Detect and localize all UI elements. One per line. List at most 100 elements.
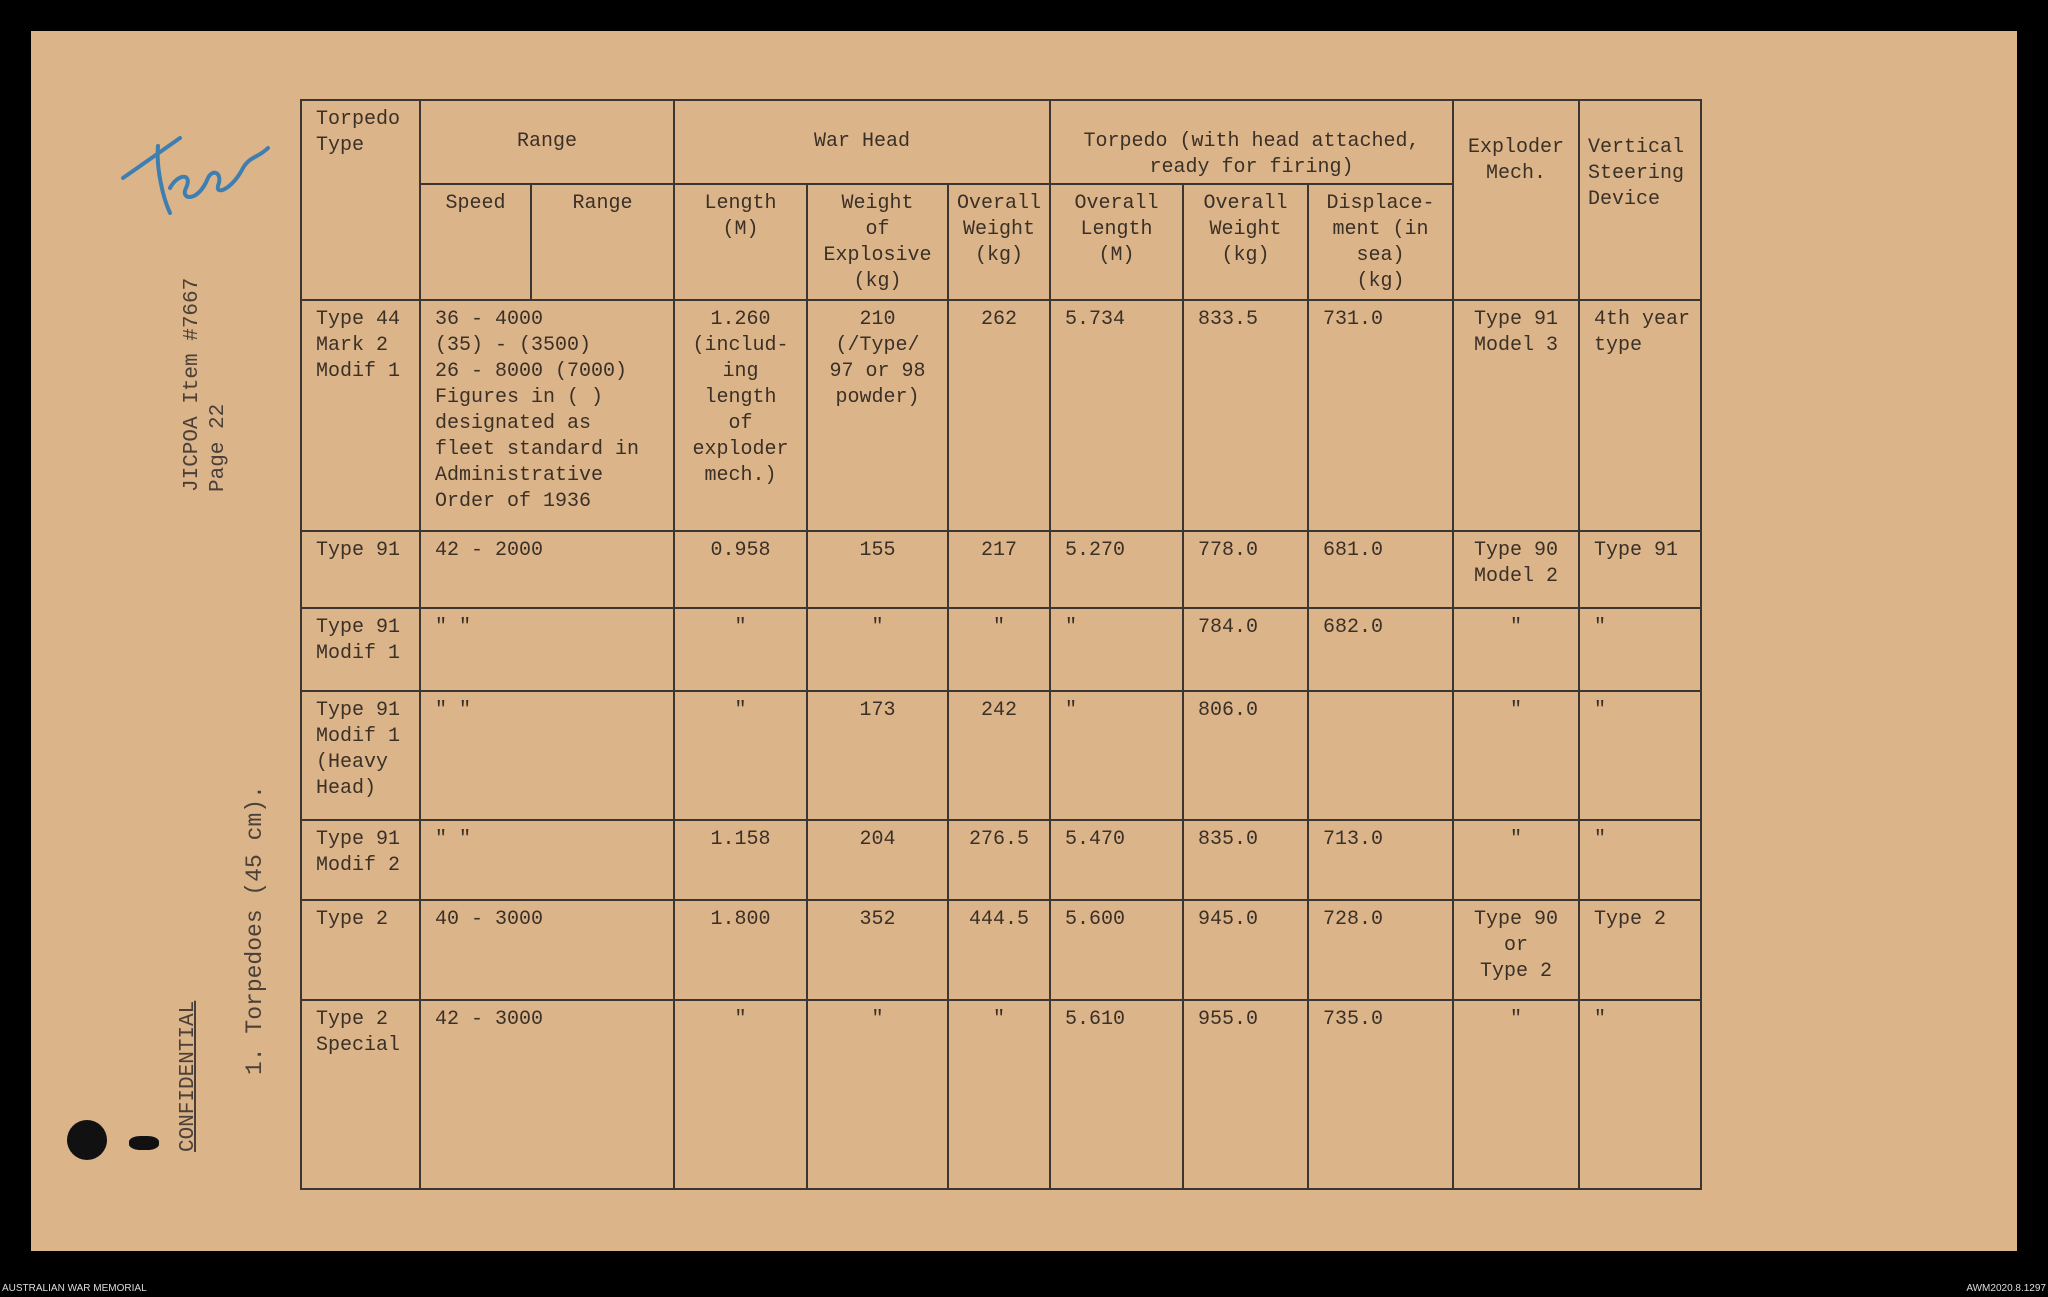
- cell-warhead-length: ": [673, 690, 808, 821]
- section-title: 1. Torpedoes (45 cm).: [242, 785, 268, 1075]
- punch-hole-torn: [129, 1136, 159, 1150]
- cell-steering: ": [1578, 607, 1702, 692]
- header-war-head: War Head: [673, 99, 1051, 185]
- header-steering-device: Vertical Steering Device: [1578, 99, 1702, 301]
- cell-range: " ": [419, 690, 675, 821]
- classification-label: CONFIDENTIAL: [177, 1000, 200, 1152]
- cell-type: Type 2 Special: [300, 999, 421, 1190]
- cell-overall-weight: 945.0: [1182, 899, 1309, 1001]
- cell-type: Type 91 Modif 1: [300, 607, 421, 692]
- table-row: Type 91 Modif 1 " " " " " " 784.0 682.0 " ": [300, 607, 1702, 692]
- subheader-displacement: Displace- ment (in sea) (kg): [1307, 183, 1454, 301]
- cell-warhead-weight: 276.5: [947, 819, 1051, 901]
- cell-exploder: Type 91 Model 3: [1452, 299, 1580, 532]
- cell-explosive-weight: 352: [806, 899, 949, 1001]
- group-header-row: Torpedo Type Range War Head Torpedo (wit…: [300, 99, 1702, 301]
- cell-overall-weight: 778.0: [1182, 530, 1309, 609]
- cell-overall-length: ": [1049, 607, 1184, 692]
- cell-range: " ": [419, 607, 675, 692]
- footer-left: AUSTRALIAN WAR MEMORIAL: [2, 1283, 147, 1294]
- table-row: Type 44 Mark 2 Modif 1 36 - 4000 (35) - (…: [300, 299, 1702, 532]
- cell-warhead-length: 1.158: [673, 819, 808, 901]
- cell-range: 42 - 3000: [419, 999, 675, 1190]
- header-exploder-mech: Exploder Mech.: [1452, 99, 1580, 301]
- cell-overall-weight: 955.0: [1182, 999, 1309, 1190]
- cell-displacement: 713.0: [1307, 819, 1454, 901]
- cell-displacement: 682.0: [1307, 607, 1454, 692]
- cell-range: 40 - 3000: [419, 899, 675, 1001]
- cell-warhead-weight: 217: [947, 530, 1051, 609]
- reference-label: JICPOA Item #7667 Page 22: [181, 277, 230, 492]
- subheader-overall-length: Overall Length (M): [1049, 183, 1184, 301]
- cell-explosive-weight: ": [806, 607, 949, 692]
- cell-displacement: 728.0: [1307, 899, 1454, 1001]
- subheader-warhead-weight: Overall Weight (kg): [947, 183, 1051, 301]
- table-row: Type 2 Special 42 - 3000 " " " 5.610 955.0 735.…: [300, 999, 1702, 1190]
- cell-warhead-weight: ": [947, 999, 1051, 1190]
- cell-warhead-weight: 444.5: [947, 899, 1051, 1001]
- table-row: Type 2 40 - 3000 1.800 352 444.5 5.600 945.0 72…: [300, 899, 1702, 1001]
- cell-type: Type 91 Modif 2: [300, 819, 421, 901]
- cell-steering: ": [1578, 690, 1702, 821]
- cell-type: Type 91 Modif 1 (Heavy Head): [300, 690, 421, 821]
- footer-right: AWM2020.8.1297: [1966, 1283, 2046, 1294]
- cell-exploder: ": [1452, 819, 1580, 901]
- cell-warhead-length: 0.958: [673, 530, 808, 609]
- table-row: Type 91 Modif 2 " " 1.158 204 276.5 5.470 835.…: [300, 819, 1702, 901]
- header-torpedo-type: Torpedo Type: [300, 99, 421, 301]
- subheader-explosive-weight: Weight of Explosive (kg): [806, 183, 949, 301]
- cell-explosive-weight: 155: [806, 530, 949, 609]
- subheader-length: Length (M): [673, 183, 808, 301]
- cell-exploder: Type 90 Model 2: [1452, 530, 1580, 609]
- header-range: Range: [419, 99, 675, 185]
- cell-overall-length: 5.610: [1049, 999, 1184, 1190]
- cell-displacement: 735.0: [1307, 999, 1454, 1190]
- cell-overall-length: 5.734: [1049, 299, 1184, 532]
- cell-warhead-length: ": [673, 999, 808, 1190]
- cell-displacement: 731.0: [1307, 299, 1454, 532]
- cell-overall-weight: 784.0: [1182, 607, 1309, 692]
- cell-explosive-weight: ": [806, 999, 949, 1190]
- subheader-overall-weight: Overall Weight (kg): [1182, 183, 1309, 301]
- table-row: Type 91 42 - 2000 0.958 155 217 5.270 778.0 681…: [300, 530, 1702, 609]
- cell-warhead-length: ": [673, 607, 808, 692]
- cell-overall-length: 5.470: [1049, 819, 1184, 901]
- cell-type: Type 91: [300, 530, 421, 609]
- cell-exploder: ": [1452, 999, 1580, 1190]
- sub-header-row: Speed Range Length (M) Weight of Explosi…: [301, 183, 1701, 301]
- cell-steering: ": [1578, 819, 1702, 901]
- cell-overall-weight: 806.0: [1182, 690, 1309, 821]
- cell-overall-length: ": [1049, 690, 1184, 821]
- cell-steering: ": [1578, 999, 1702, 1190]
- cell-displacement: 681.0: [1307, 530, 1454, 609]
- subheader-range: Range: [530, 183, 675, 301]
- cell-steering: Type 2: [1578, 899, 1702, 1001]
- cell-range: " ": [419, 819, 675, 901]
- handwritten-tech-signature: [121, 136, 270, 215]
- cell-overall-length: 5.600: [1049, 899, 1184, 1001]
- cell-warhead-weight: ": [947, 607, 1051, 692]
- torpedo-specifications-table: Torpedo Type Range War Head Torpedo (wit…: [300, 99, 1702, 1190]
- cell-range: 36 - 4000 (35) - (3500) 26 - 8000 (7000)…: [419, 299, 675, 532]
- cell-explosive-weight: 204: [806, 819, 949, 901]
- cell-overall-length: 5.270: [1049, 530, 1184, 609]
- header-torpedo-ready: Torpedo (with head attached, ready for f…: [1049, 99, 1454, 185]
- cell-exploder: ": [1452, 690, 1580, 821]
- cell-warhead-weight: 262: [947, 299, 1051, 532]
- cell-displacement: [1307, 690, 1454, 821]
- cell-explosive-weight: 210 (/Type/ 97 or 98 powder): [806, 299, 949, 532]
- cell-exploder: Type 90 or Type 2: [1452, 899, 1580, 1001]
- cell-type: Type 2: [300, 899, 421, 1001]
- cell-warhead-weight: 242: [947, 690, 1051, 821]
- cell-type: Type 44 Mark 2 Modif 1: [300, 299, 421, 532]
- cell-steering: 4th year type: [1578, 299, 1702, 532]
- cell-warhead-length: 1.800: [673, 899, 808, 1001]
- cell-range: 42 - 2000: [419, 530, 675, 609]
- cell-overall-weight: 833.5: [1182, 299, 1309, 532]
- cell-warhead-length: 1.260 (includ- ing length of exploder me…: [673, 299, 808, 532]
- cell-exploder: ": [1452, 607, 1580, 692]
- cell-steering: Type 91: [1578, 530, 1702, 609]
- cell-overall-weight: 835.0: [1182, 819, 1309, 901]
- cell-explosive-weight: 173: [806, 690, 949, 821]
- punch-hole: [67, 1120, 107, 1160]
